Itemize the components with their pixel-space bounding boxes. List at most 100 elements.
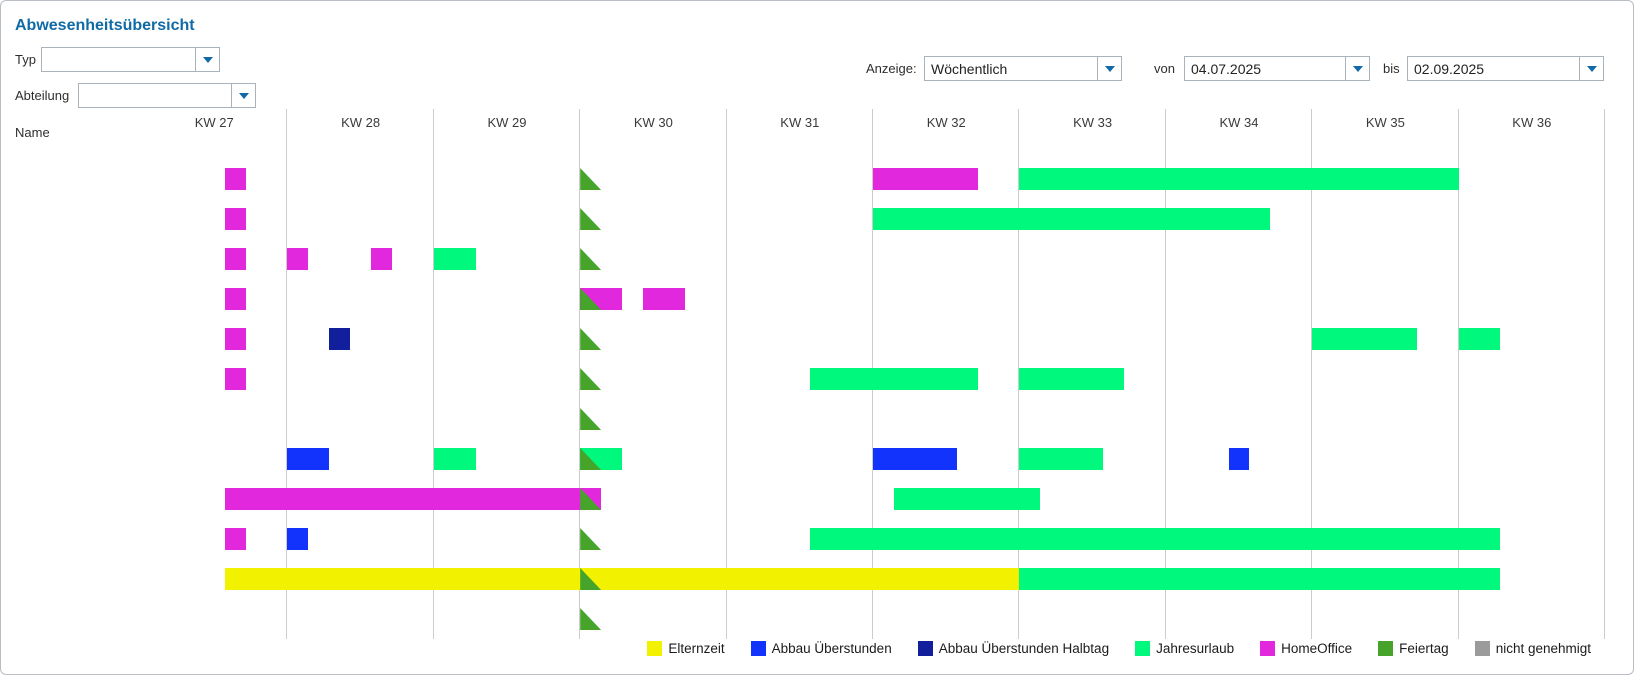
abteilung-dropdown-button[interactable] <box>231 84 255 107</box>
chevron-down-icon <box>202 56 213 63</box>
legend-swatch <box>750 641 766 656</box>
legend-label: Abbau Überstunden Halbtag <box>938 641 1110 656</box>
abteilung-dropdown-value <box>79 84 231 107</box>
legend-item: Abbau Überstunden <box>750 641 892 656</box>
typ-dropdown-button[interactable] <box>195 48 219 71</box>
absence-bar-homeoffice <box>224 488 602 510</box>
anzeige-dropdown-value: Wöchentlich <box>931 61 1008 77</box>
week-header-kw-35: KW 35 <box>1365 115 1405 130</box>
absence-bar-jahresurlaub <box>1312 328 1417 350</box>
typ-dropdown[interactable] <box>41 47 220 72</box>
gantt-row <box>141 328 1605 350</box>
absence-bar-jahresurlaub <box>433 448 476 470</box>
chevron-down-icon <box>1586 65 1597 72</box>
gantt-row <box>141 408 1605 430</box>
legend-label: nicht genehmigt <box>1495 641 1591 656</box>
gantt-row <box>141 208 1605 230</box>
absence-bar-homeoffice <box>224 248 246 270</box>
von-label: von <box>1154 61 1175 76</box>
legend: Elternzeit Abbau Überstunden Abbau Überstu… <box>1 641 1633 656</box>
legend-item: nicht genehmigt <box>1474 641 1591 656</box>
absence-bar-abbau-überstunden <box>287 528 309 550</box>
legend-swatch <box>1135 641 1151 656</box>
absence-bar-homeoffice <box>224 528 246 550</box>
legend-swatch <box>917 641 933 656</box>
anzeige-label: Anzeige: <box>866 61 917 76</box>
absence-bar-homeoffice <box>287 248 309 270</box>
von-date-dropdown[interactable]: 04.07.2025 <box>1184 56 1370 81</box>
legend-label: Jahresurlaub <box>1156 641 1235 656</box>
absence-bar-jahresurlaub <box>1458 328 1501 350</box>
legend-item: Feiertag <box>1378 641 1449 656</box>
absence-bar-jahresurlaub <box>873 208 1271 230</box>
feiertag-triangle-icon <box>580 408 602 430</box>
legend-label: Abbau Überstunden <box>771 641 892 656</box>
gantt-row <box>141 448 1605 470</box>
legend-swatch <box>647 641 663 656</box>
gantt-row <box>141 288 1605 310</box>
absence-bar-jahresurlaub <box>810 368 978 390</box>
legend-label: Elternzeit <box>668 641 725 656</box>
absence-bar-jahresurlaub <box>1019 568 1501 590</box>
anzeige-dropdown-button[interactable] <box>1097 57 1121 80</box>
anzeige-dropdown[interactable]: Wöchentlich <box>924 56 1122 81</box>
week-header-kw-31: KW 31 <box>780 115 820 130</box>
legend-item: Abbau Überstunden Halbtag <box>917 641 1110 656</box>
absence-bar-jahresurlaub <box>1019 168 1459 190</box>
gantt-row <box>141 568 1605 590</box>
von-date-value: 04.07.2025 <box>1191 61 1262 77</box>
feiertag-triangle-icon <box>580 168 602 190</box>
bis-date-dropdown[interactable]: 02.09.2025 <box>1407 56 1604 81</box>
bis-label: bis <box>1383 61 1400 76</box>
week-header-kw-34: KW 34 <box>1219 115 1259 130</box>
gantt-row <box>141 168 1605 190</box>
bis-date-button[interactable] <box>1579 57 1603 80</box>
absence-bar-homeoffice <box>224 208 246 230</box>
legend-swatch <box>1474 641 1490 656</box>
von-date-button[interactable] <box>1345 57 1369 80</box>
typ-label: Typ <box>15 52 36 67</box>
gantt-row <box>141 368 1605 390</box>
legend-label: HomeOffice <box>1281 641 1353 656</box>
absence-bar-homeoffice <box>224 368 246 390</box>
absence-bar-abbau-überstunden <box>873 448 957 470</box>
feiertag-triangle-icon <box>580 528 602 550</box>
week-header-row: KW 27 KW 28 KW 29 KW 30 KW 31 KW 32 KW 33 KW 34… <box>141 115 1605 131</box>
gantt-rows <box>141 168 1605 638</box>
chevron-down-icon <box>1352 65 1363 72</box>
feiertag-triangle-icon <box>580 608 602 630</box>
feiertag-triangle-icon <box>580 248 602 270</box>
absence-bar-homeoffice <box>642 288 685 310</box>
legend-item: Elternzeit <box>647 641 725 656</box>
feiertag-triangle-icon <box>580 368 602 390</box>
abteilung-label: Abteilung <box>15 88 70 103</box>
abteilung-dropdown[interactable] <box>78 83 256 108</box>
absence-bar-abbau-überstunden-halbtag <box>329 328 351 350</box>
typ-dropdown-value <box>42 48 195 71</box>
week-header-kw-32: KW 32 <box>926 115 966 130</box>
absence-bar-abbau-überstunden <box>287 448 330 470</box>
absence-bar-jahresurlaub <box>433 248 476 270</box>
absence-bar-homeoffice <box>371 248 392 270</box>
absence-bar-abbau-überstunden <box>1228 448 1250 470</box>
legend-item: HomeOffice <box>1260 641 1352 656</box>
week-header-kw-30: KW 30 <box>633 115 673 130</box>
absence-bar-homeoffice <box>224 168 246 190</box>
legend-item: Jahresurlaub <box>1135 641 1234 656</box>
week-header-kw-28: KW 28 <box>341 115 381 130</box>
feiertag-triangle-icon <box>580 328 602 350</box>
gantt-row <box>141 488 1605 510</box>
absence-bar-homeoffice <box>873 168 978 190</box>
week-header-kw-36: KW 36 <box>1512 115 1552 130</box>
absence-bar-jahresurlaub <box>1019 368 1124 390</box>
legend-swatch <box>1260 641 1276 656</box>
legend-swatch <box>1378 641 1394 656</box>
absence-bar-jahresurlaub <box>1019 448 1104 470</box>
name-column-header: Name <box>15 125 50 140</box>
bis-date-value: 02.09.2025 <box>1414 61 1485 77</box>
absence-bar-homeoffice <box>224 288 246 310</box>
chevron-down-icon <box>1104 65 1115 72</box>
absence-bar-jahresurlaub <box>810 528 1501 550</box>
absence-bar-jahresurlaub <box>893 488 1041 510</box>
